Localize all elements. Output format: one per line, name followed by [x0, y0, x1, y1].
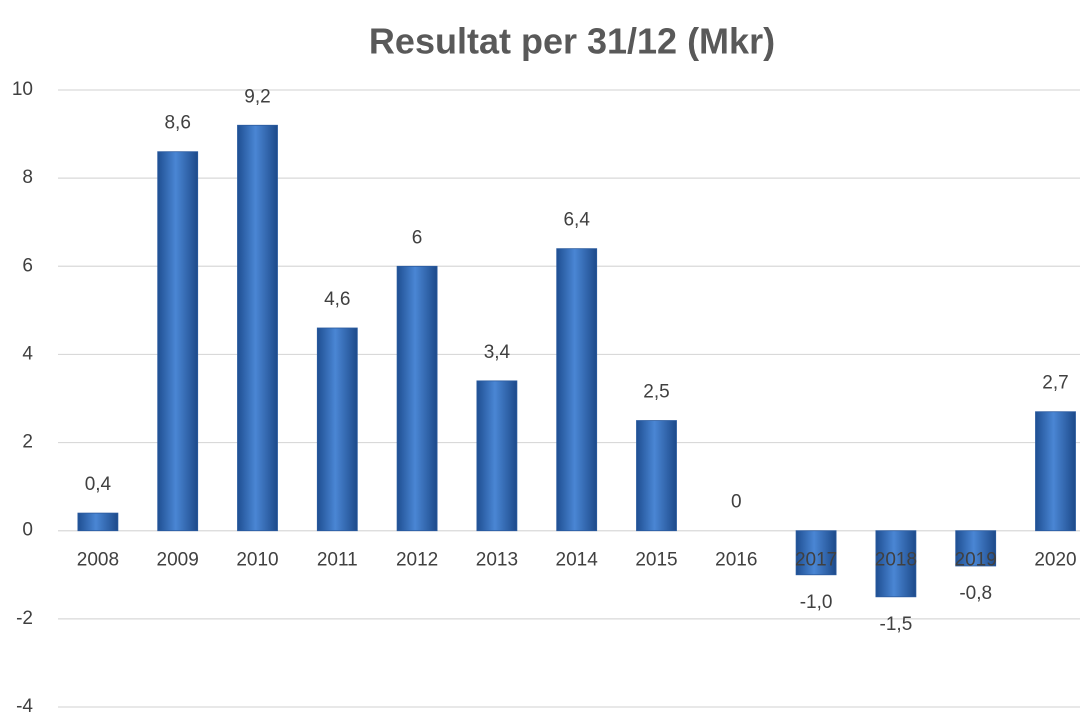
y-tick-label: 6 [22, 255, 33, 276]
bar [955, 530, 997, 567]
data-label: -1,0 [800, 592, 833, 613]
x-tick-label: 2015 [635, 550, 677, 571]
bar [556, 248, 598, 532]
data-label: 6,4 [563, 210, 590, 231]
x-tick-label: 2009 [157, 550, 199, 571]
x-tick-label: 2020 [1034, 550, 1076, 571]
x-tick-label: 2017 [795, 550, 837, 571]
bar [795, 530, 837, 576]
bar [476, 380, 518, 532]
bar [396, 265, 438, 532]
x-tick-label: 2008 [77, 550, 119, 571]
data-label: -0,8 [959, 583, 992, 604]
bar [875, 530, 917, 598]
bar [316, 327, 358, 532]
y-tick-label: -4 [16, 696, 33, 715]
data-label: 4,6 [324, 289, 350, 310]
x-tick-label: 2014 [556, 550, 599, 571]
x-tick-label: 2018 [875, 550, 917, 571]
bar [1035, 411, 1076, 532]
bar [636, 420, 677, 532]
chart-title: Resultat per 31/12 (Mkr) [369, 21, 775, 62]
data-label: 2,7 [1042, 373, 1068, 394]
x-tick-label: 2019 [955, 550, 997, 571]
data-label: 2,5 [643, 382, 669, 403]
y-tick-label: 4 [22, 343, 33, 364]
y-tick-label: 2 [22, 432, 33, 453]
data-label: 3,4 [484, 342, 511, 363]
x-tick-label: 2013 [476, 550, 518, 571]
x-tick-label: 2012 [396, 550, 438, 571]
bar [157, 151, 199, 532]
x-tick-label: 2016 [715, 550, 757, 571]
x-tick-label: 2010 [236, 550, 278, 571]
y-tick-label: 8 [22, 167, 33, 188]
data-label: 0 [731, 492, 742, 513]
y-tick-label: -2 [16, 608, 33, 629]
data-label: 0,4 [85, 474, 112, 495]
x-tick-label: 2011 [317, 550, 358, 571]
data-label: 9,2 [244, 86, 270, 107]
data-label: 6 [412, 227, 423, 248]
bar [77, 512, 119, 532]
data-label: -1,5 [880, 614, 913, 635]
y-tick-label: 10 [12, 79, 33, 100]
data-label: 8,6 [164, 113, 190, 134]
bar [237, 124, 278, 532]
y-tick-label: 0 [22, 520, 33, 541]
